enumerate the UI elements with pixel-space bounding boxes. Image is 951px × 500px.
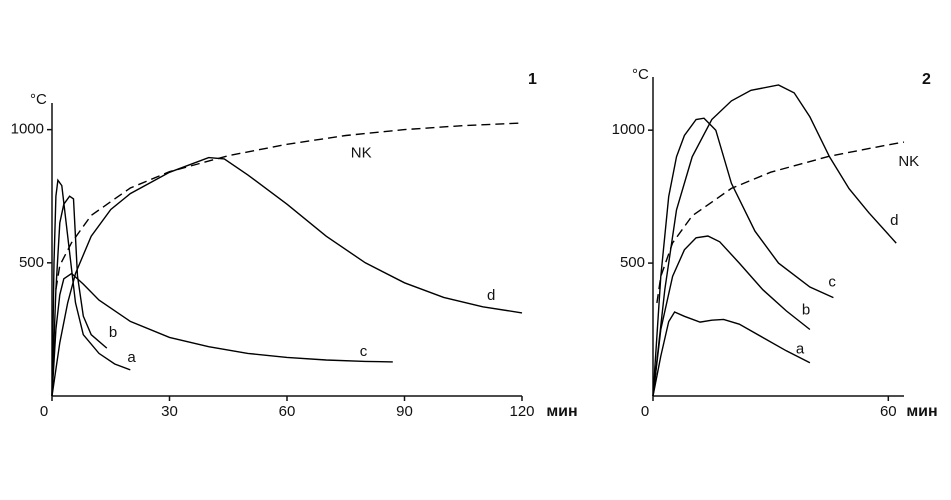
series-label: a (796, 341, 805, 358)
series-label: c (828, 274, 836, 291)
series-label: c (360, 343, 368, 360)
data-line (656, 141, 905, 304)
data-line (652, 311, 811, 397)
x-axis-label: мин (906, 403, 937, 420)
data-line (55, 122, 523, 290)
y-tick-label: 500 (19, 254, 44, 271)
data-line (652, 117, 834, 397)
panel-label: 1 (528, 71, 537, 88)
y-tick-label: 1000 (612, 121, 645, 138)
x-tick-label: 90 (396, 403, 413, 420)
panel-label: 2 (922, 71, 931, 88)
series-label: NK (351, 144, 372, 161)
series-label: b (802, 302, 810, 319)
data-line (51, 178, 131, 397)
series-label: NK (898, 153, 919, 170)
x-tick-label: 0 (40, 403, 48, 420)
x-tick-label: 120 (509, 403, 534, 420)
y-tick-label: 500 (620, 254, 645, 271)
series-label: a (127, 349, 136, 366)
series-label: b (109, 324, 117, 341)
x-axis-label: мин (546, 403, 577, 420)
x-tick-label: 60 (880, 403, 897, 420)
series-label: d (890, 212, 898, 229)
x-tick-label: 0 (641, 403, 649, 420)
data-line (652, 235, 811, 397)
x-tick-label: 30 (161, 403, 178, 420)
series-label: d (487, 287, 495, 304)
data-line (652, 84, 897, 397)
x-tick-label: 60 (279, 403, 296, 420)
y-axis-label: °C (632, 66, 649, 83)
data-line (51, 195, 108, 397)
y-axis-label: °C (30, 91, 47, 108)
data-line (51, 272, 393, 397)
y-tick-label: 1000 (11, 121, 44, 138)
data-line (51, 156, 523, 397)
